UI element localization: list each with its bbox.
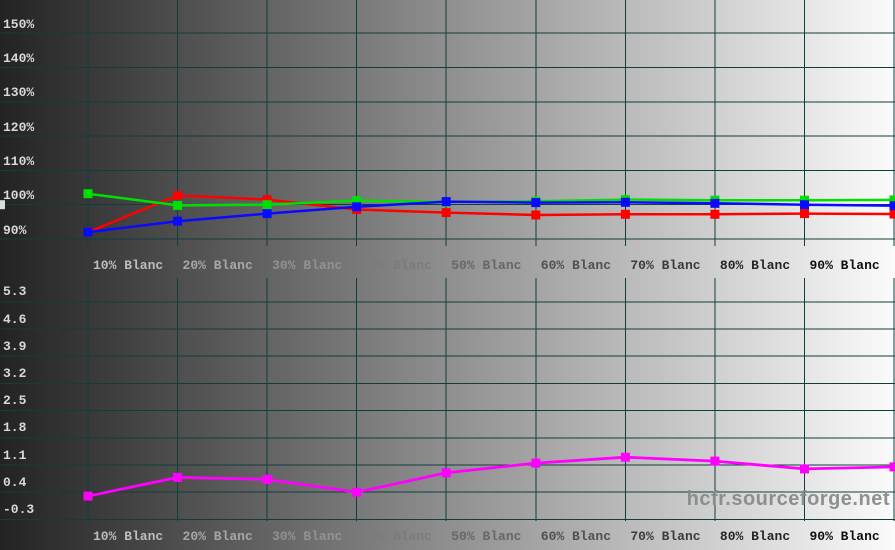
x-tick-label: 90% Blanc: [809, 257, 880, 273]
x-tick-label: 10% Blanc: [93, 529, 164, 544]
x-tick-label: 60% Blanc: [540, 257, 612, 273]
x-tick-label: 30% Blanc: [272, 529, 343, 544]
series-marker-blue: [800, 200, 809, 210]
y-tick-label: 150%: [3, 16, 35, 32]
series-line-red: [87, 194, 895, 234]
y-tick-label: 3.9: [3, 338, 27, 354]
series-line-magenta: [87, 455, 895, 498]
y-tick-label: 130%: [3, 85, 35, 101]
x-tick-label: 90% Blanc: [809, 529, 880, 544]
y-tick-label: 140%: [3, 51, 35, 66]
x-tick-label: 30% Blanc: [272, 257, 343, 273]
y-tick-label: 0.4: [3, 474, 27, 490]
series-marker-green: [262, 200, 272, 210]
x-tick-label: 80% Blanc: [719, 257, 791, 273]
y-tick-label: 1.8: [3, 420, 27, 436]
y-tick-label: 2.5: [3, 393, 27, 409]
series-marker-red: [889, 209, 895, 219]
series-marker-magenta: [710, 456, 720, 466]
x-tick-label: 50% Blanc: [451, 529, 522, 544]
x-tick-label: 10% Blanc: [93, 257, 164, 273]
series-marker-magenta: [352, 487, 362, 497]
series-marker-red: [710, 209, 720, 219]
y-tick-label: 120%: [3, 119, 35, 135]
watermark: hcfr.sourceforge.net: [686, 488, 890, 510]
series-marker-red: [800, 209, 809, 219]
x-tick-label: 80% Blanc: [719, 529, 791, 544]
series-marker-blue: [441, 197, 451, 207]
y-tick-label: 90%: [3, 222, 27, 238]
series-marker-magenta: [83, 491, 93, 501]
series-marker-red: [262, 195, 272, 205]
series-marker-magenta: [800, 464, 809, 474]
series-marker-blue: [889, 201, 895, 211]
series-marker-blue: [262, 209, 272, 219]
series-marker-blue: [620, 197, 630, 207]
x-tick-label: 70% Blanc: [630, 257, 701, 273]
series-marker-magenta: [173, 472, 183, 482]
series-marker-red: [531, 210, 541, 220]
series-marker-green: [889, 195, 895, 205]
series-marker-blue: [352, 202, 362, 212]
y-tick-label: 100%: [3, 188, 35, 204]
y-tick-label: 5.3: [3, 284, 27, 300]
y-tick-label: 110%: [3, 153, 35, 169]
series-marker-green: [173, 200, 183, 210]
series-marker-magenta: [889, 462, 895, 472]
x-tick-label: 50% Blanc: [451, 257, 522, 273]
y-tick-label: 1.1: [3, 447, 27, 463]
x-tick-label: 60% Blanc: [540, 529, 612, 544]
y-tick-label: -0.3: [3, 501, 35, 517]
series-marker-blue: [83, 227, 93, 237]
y-tick-label: 4.6: [3, 311, 27, 327]
series-marker-green: [352, 196, 362, 206]
series-marker-magenta: [531, 458, 541, 468]
series-marker-blue: [710, 198, 720, 208]
series-line-blue: [87, 200, 895, 234]
series-marker-red: [173, 190, 183, 200]
series-marker-blue: [531, 198, 541, 208]
series-marker-green: [83, 189, 93, 199]
x-tick-label: 20% Blanc: [182, 529, 253, 544]
x-tick-label: 40% Blanc: [361, 257, 432, 273]
y-tick-label: 3.2: [3, 365, 27, 381]
x-tick-label: 40% Blanc: [361, 529, 432, 544]
series-marker-red: [441, 208, 451, 218]
x-tick-label: 20% Blanc: [182, 257, 253, 273]
x-tick-label: 70% Blanc: [630, 529, 701, 544]
series-marker-red: [620, 209, 630, 219]
series-marker-magenta: [441, 468, 451, 478]
series-marker-magenta: [620, 452, 630, 462]
series-marker-magenta: [262, 474, 272, 484]
series-marker-blue: [173, 216, 183, 226]
reference-marker: [0, 200, 5, 210]
